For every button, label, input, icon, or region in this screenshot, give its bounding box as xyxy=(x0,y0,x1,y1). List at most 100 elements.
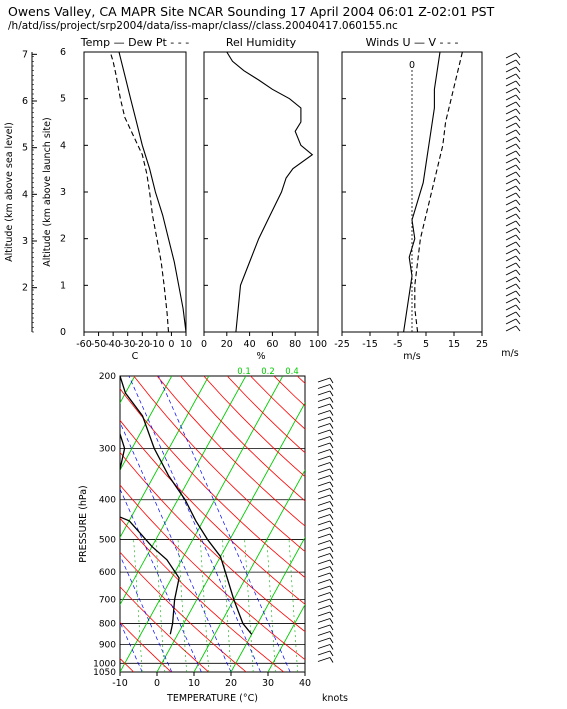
mixing-ratio-line xyxy=(133,539,143,672)
wind-barb-flag xyxy=(515,283,521,290)
wind-barb-flag xyxy=(329,462,334,468)
skewt-x-tick-label: 30 xyxy=(262,678,274,689)
wind-barb xyxy=(505,192,517,199)
moist-adiabat xyxy=(120,621,143,672)
mixing-ratio-line xyxy=(266,539,276,672)
x-tick-label: 60 xyxy=(266,339,278,350)
wind-barb xyxy=(505,248,517,255)
wind-barb xyxy=(505,269,517,276)
wind-barb-flag xyxy=(329,390,334,397)
wind-barb-flag xyxy=(329,429,334,436)
wind-barb-flag xyxy=(329,403,334,410)
wind-barb xyxy=(317,488,331,493)
wind-barb xyxy=(317,416,331,422)
pressure-tick-label: 1050 xyxy=(93,668,116,678)
x-tick-label: -5 xyxy=(393,339,402,350)
wind-barb-flag xyxy=(329,657,334,663)
temperature-title: Temp — Dew Pt - - - xyxy=(80,36,189,49)
wind-barb xyxy=(505,206,517,213)
wind-barb xyxy=(505,157,517,164)
wind-barb-flag xyxy=(515,66,521,73)
wind-barb xyxy=(317,637,331,643)
wind-barb xyxy=(317,559,331,565)
ylabel-agl: Altitude (km above launch site) xyxy=(42,117,53,266)
wind-barb xyxy=(505,94,517,101)
barb-units-top: m/s xyxy=(501,348,518,359)
isotherm xyxy=(0,376,61,672)
wind-barb xyxy=(317,520,331,526)
dry-adiabat xyxy=(120,586,209,672)
wind-barb xyxy=(505,59,517,66)
pressure-tick-label: 600 xyxy=(99,568,116,578)
wind-barb xyxy=(505,108,517,115)
wind-barb xyxy=(317,449,331,454)
dry-adiabat xyxy=(344,376,567,672)
wind-barb-flag xyxy=(329,436,334,442)
mixing-ratio-line xyxy=(177,539,187,672)
wind-barb xyxy=(317,644,331,649)
wind-barb-flag xyxy=(329,579,334,585)
wind-barb xyxy=(317,553,331,558)
wind-barb-flag xyxy=(515,213,521,220)
agl-tick-label: 0 xyxy=(60,327,66,338)
moist-adiabat xyxy=(158,376,291,672)
isotherm xyxy=(193,469,305,672)
wind-barbs-top xyxy=(505,52,521,332)
wind-barb xyxy=(317,572,331,578)
skewt-x-tick-label: 0 xyxy=(154,678,160,689)
winds-panel: Winds U — V - - - -25 -15 -5 5 15 25 m/s 0 m/s xyxy=(334,36,519,362)
mixing-ratio-line xyxy=(45,540,54,672)
dry-adiabat xyxy=(203,376,305,478)
series-dew-pt xyxy=(109,51,170,333)
moist-adiabat xyxy=(120,421,232,672)
wind-barb-flag xyxy=(515,192,521,199)
wind-barb-flag xyxy=(329,592,334,598)
wind-barb xyxy=(317,410,331,415)
agl-tick-label: 1 xyxy=(60,280,66,291)
wind-barb xyxy=(317,585,331,591)
wind-barb-flag xyxy=(515,220,521,227)
wind-barb-flag xyxy=(515,248,521,255)
pressure-tick-label: 800 xyxy=(99,619,116,629)
wind-barb xyxy=(317,494,331,500)
wind-barb xyxy=(317,397,331,402)
dry-adiabat xyxy=(367,376,567,672)
wind-barb-flag xyxy=(515,199,521,206)
wind-barb-flag xyxy=(515,269,521,276)
wind-barb-flag xyxy=(329,650,334,657)
wind-barb xyxy=(317,650,331,656)
wind-barb-flag xyxy=(515,262,521,269)
dry-adiabat xyxy=(226,376,305,454)
agl-tick-label: 6 xyxy=(60,47,66,58)
wind-barb-flag xyxy=(329,377,334,384)
mixing-ratio-line xyxy=(89,540,98,672)
x-tick-label: -50 xyxy=(91,339,107,350)
wind-barb-flag xyxy=(329,507,334,514)
wind-barb xyxy=(505,325,517,332)
temperature-xlabel: C xyxy=(132,351,139,362)
wind-barb xyxy=(317,592,331,597)
wind-barb xyxy=(317,377,331,383)
wind-barb xyxy=(505,241,517,248)
wind-barb-flag xyxy=(329,527,334,533)
pressure-tick-label: 700 xyxy=(99,596,116,606)
wind-barb xyxy=(505,318,517,325)
wind-barb-flag xyxy=(515,129,521,136)
isotherm xyxy=(230,536,305,672)
wind-barb xyxy=(317,540,331,545)
humidity-title: Rel Humidity xyxy=(226,36,297,49)
wind-barb xyxy=(505,290,517,297)
agl-tick-label: 2 xyxy=(60,234,66,245)
winds-xlabel: m/s xyxy=(403,351,420,362)
wind-barb-flag xyxy=(329,644,334,650)
dry-adiabat xyxy=(156,376,305,527)
moist-adiabat xyxy=(120,554,173,672)
pressure-tick-label: 1000 xyxy=(93,659,116,669)
moist-adiabat xyxy=(120,488,202,672)
wind-barbs-skewt xyxy=(317,377,334,663)
x-tick-label: 0 xyxy=(168,339,174,350)
dry-adiabat xyxy=(391,376,567,672)
skewt-x-tick-label: -10 xyxy=(112,678,128,689)
wind-barb-flag xyxy=(515,52,521,59)
isotherm xyxy=(120,376,284,672)
